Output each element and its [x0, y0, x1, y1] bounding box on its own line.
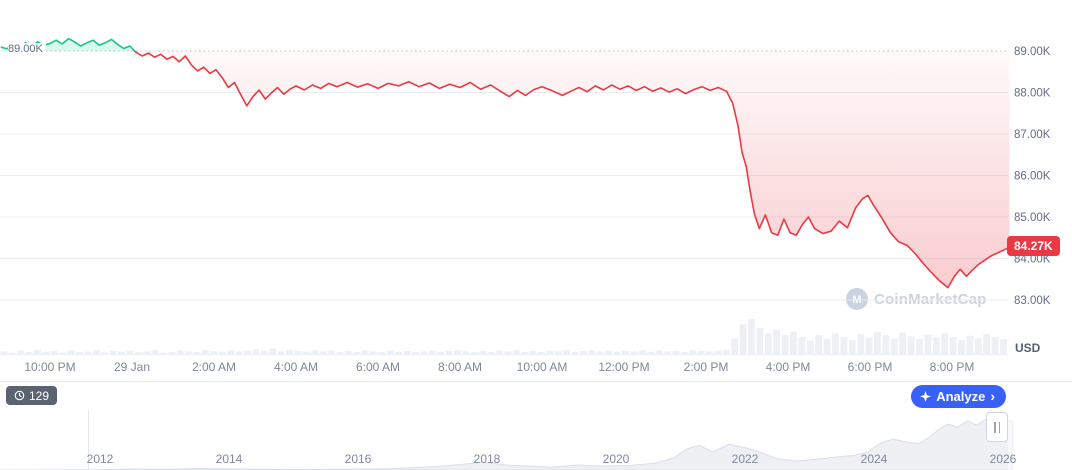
timeline-year-label: 2024: [860, 452, 888, 466]
x-axis-label: 4:00 PM: [765, 360, 811, 374]
timeline-year-label: 2012: [86, 452, 114, 466]
y-axis-label: 84.00K: [1014, 254, 1051, 266]
y-axis-label: 83.00K: [1014, 295, 1051, 307]
chevron-right-icon: ›: [990, 388, 995, 404]
sparkle-icon: [920, 391, 932, 402]
x-axis-label: 6:00 AM: [355, 360, 401, 374]
analyze-label: Analyze: [936, 389, 986, 404]
footer-bar: 129 Analyze ›: [0, 381, 1072, 409]
y-axis-label: 86.00K: [1014, 171, 1051, 183]
grip-icon: [998, 421, 1000, 433]
reference-price-label: 89.00K: [8, 43, 46, 55]
x-axis-label: 4:00 AM: [273, 360, 319, 374]
timeline-year-label: 2018: [473, 452, 501, 466]
y-axis-label: 89.00K: [1014, 46, 1051, 58]
grip-icon: [994, 421, 996, 433]
x-axis-label: 8:00 PM: [929, 360, 975, 374]
timeline-year-label: 2026: [989, 452, 1017, 466]
timeline-year-axis: 2012 2014 2016 2018 2020 2022 2024 2026: [0, 452, 1072, 468]
analyze-button[interactable]: Analyze ›: [911, 385, 1006, 408]
brush-handle[interactable]: [986, 412, 1008, 442]
x-axis-label: 2:00 AM: [191, 360, 237, 374]
x-axis-label: 6:00 PM: [847, 360, 893, 374]
price-chart[interactable]: 89.00K 88.00K 87.00K 86.00K 85.00K 84.00K 83.0…: [0, 0, 1072, 355]
x-axis-label: 10:00 PM: [24, 360, 76, 374]
history-clock-icon: [14, 390, 25, 401]
timeline-brush[interactable]: 2012 2014 2016 2018 2020 2022 2024 2026: [0, 408, 1072, 470]
history-count-badge[interactable]: 129: [6, 386, 58, 405]
unit-label: USD: [1015, 341, 1041, 355]
history-count: 129: [29, 388, 50, 403]
current-price-badge: 84.27K: [1007, 236, 1060, 257]
x-axis: 10:00 PM 29 Jan 2:00 AM 4:00 AM 6:00 AM 8:00 …: [0, 359, 1072, 376]
timeline-year-label: 2016: [344, 452, 372, 466]
x-axis-label: 2:00 PM: [683, 360, 729, 374]
x-axis-label: 12:00 PM: [598, 360, 650, 374]
timeline-year-label: 2014: [215, 452, 243, 466]
x-axis-label: 8:00 AM: [437, 360, 483, 374]
x-axis-label: 29 Jan: [113, 360, 151, 374]
timeline-year-label: 2022: [731, 452, 759, 466]
watermark-text: CoinMarketCap: [874, 290, 987, 308]
y-axis-label: 87.00K: [1014, 129, 1051, 141]
volume-bars: [0, 319, 1007, 355]
x-axis-label: 10:00 AM: [516, 360, 568, 374]
y-axis-label: 88.00K: [1014, 88, 1051, 100]
timeline-year-label: 2020: [602, 452, 630, 466]
y-axis-label: 85.00K: [1014, 212, 1051, 224]
